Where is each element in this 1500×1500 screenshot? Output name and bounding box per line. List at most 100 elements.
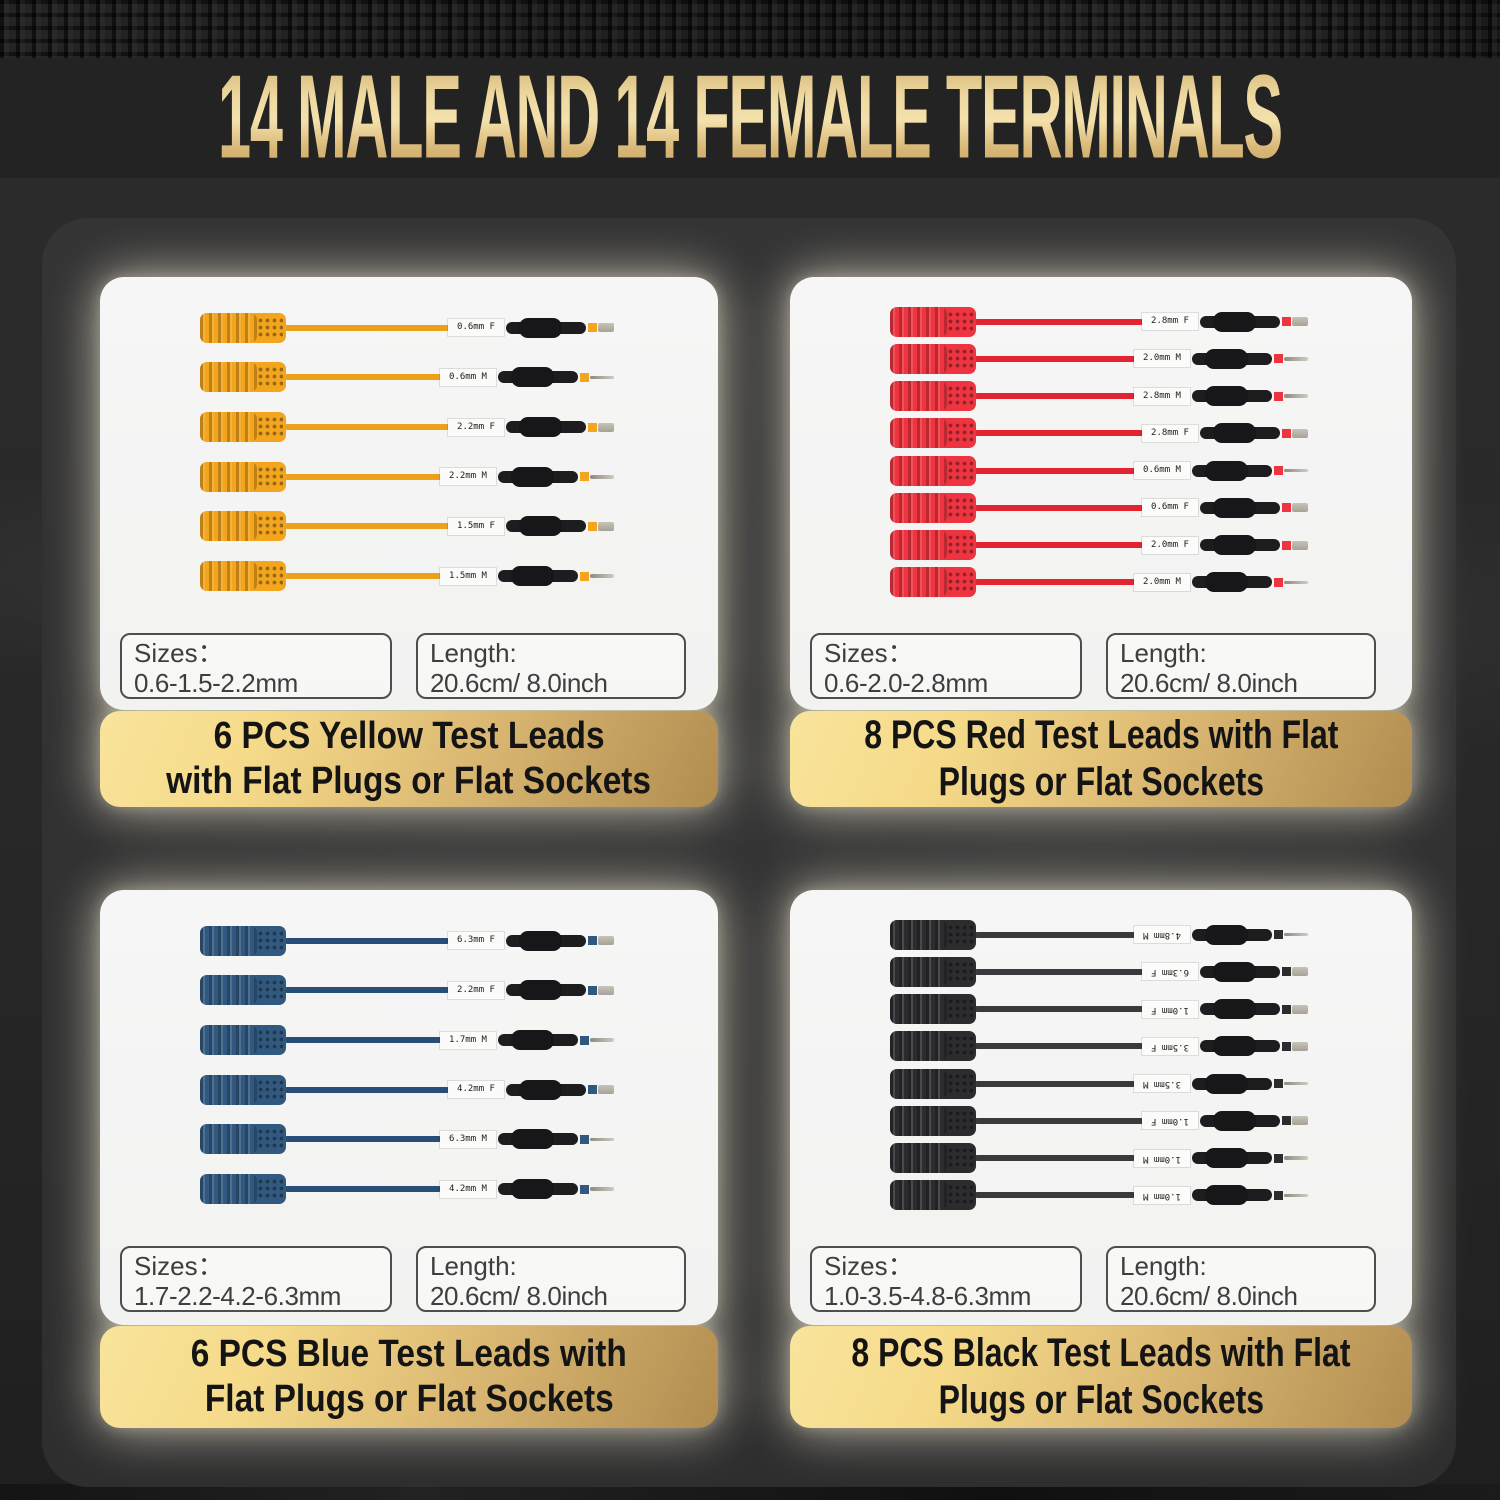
lead-size-label: 6.3mm M bbox=[440, 1130, 496, 1148]
lead-heatshrink-sleeve bbox=[506, 317, 586, 338]
test-lead: 1.5mm F bbox=[200, 511, 614, 542]
test-lead: 4.8mm M bbox=[890, 919, 1308, 950]
lead-heatshrink-sleeve bbox=[1192, 386, 1272, 407]
gold-banner-yellow: 6 PCS Yellow Test Leads with Flat Plugs … bbox=[100, 711, 718, 807]
lead-tip bbox=[1284, 1156, 1308, 1160]
lead-tip bbox=[1284, 1081, 1308, 1086]
lead-group-red: 2.8mm F 2.0mm M 2.8mm M 2.8mm F 0.6mm M 0.6mm… bbox=[890, 303, 1308, 601]
length-label: Length: bbox=[1120, 1251, 1207, 1281]
banner-text: Plugs or Flat Sockets bbox=[938, 760, 1264, 804]
lead-size-label: 2.8mm F bbox=[1142, 424, 1198, 442]
lead-wire bbox=[284, 987, 450, 994]
lead-connector-barrel bbox=[200, 975, 286, 1006]
test-lead: 1.5mm M bbox=[200, 561, 614, 592]
lead-tip bbox=[590, 1137, 614, 1142]
lead-connector-barrel bbox=[890, 956, 976, 987]
sizes-value: 0.6-2.0-2.8mm bbox=[824, 668, 988, 698]
lead-size-label: 2.2mm F bbox=[448, 981, 504, 999]
lead-connector-barrel bbox=[890, 1068, 976, 1099]
lead-group-blue: 6.3mm F 2.2mm F 1.7mm M 4.2mm F 6.3mm M 4.2mm… bbox=[200, 916, 614, 1214]
lead-heatshrink-sleeve bbox=[506, 1079, 586, 1100]
lead-size-label: 2.8mm F bbox=[1142, 313, 1198, 331]
test-lead: 0.6mm F bbox=[200, 312, 614, 343]
lead-heatshrink-sleeve bbox=[1192, 572, 1272, 593]
lead-connector-barrel bbox=[890, 455, 976, 486]
test-lead: 1.0mm F bbox=[890, 994, 1308, 1025]
lead-collar bbox=[580, 1035, 589, 1045]
lead-wire bbox=[284, 1037, 442, 1044]
lead-size-label: 1.0mm M bbox=[1134, 1186, 1190, 1204]
lead-size-label: 0.6mm F bbox=[448, 319, 504, 337]
lead-tip bbox=[590, 375, 614, 380]
title-band: 14 MALE AND 14 FEMALE TERMINALS bbox=[0, 51, 1500, 184]
lead-heatshrink-sleeve bbox=[498, 1129, 578, 1150]
lead-collar bbox=[580, 1134, 589, 1144]
length-box: Length: 20.6cm/ 8.0inch bbox=[1106, 1246, 1376, 1312]
lead-heatshrink-sleeve bbox=[1192, 924, 1272, 945]
lead-collar bbox=[1282, 1004, 1291, 1014]
lead-connector-barrel bbox=[890, 343, 976, 374]
lead-size-label: 1.0mm M bbox=[1134, 1149, 1190, 1167]
lead-wire bbox=[284, 523, 450, 530]
lead-wire bbox=[974, 1192, 1136, 1199]
length-value: 20.6cm/ 8.0inch bbox=[1120, 1281, 1298, 1311]
lead-connector-barrel bbox=[200, 362, 286, 393]
lead-connector-barrel bbox=[200, 461, 286, 492]
lead-connector-barrel bbox=[200, 925, 286, 956]
lead-group-yellow: 0.6mm F 0.6mm M 2.2mm F 2.2mm M 1.5mm F 1.5mm… bbox=[200, 303, 614, 601]
lead-connector-barrel bbox=[890, 919, 976, 950]
length-box: Length: 20.6cm/ 8.0inch bbox=[416, 633, 686, 699]
banner-text: 8 PCS Black Test Leads with Flat bbox=[851, 1331, 1351, 1375]
lead-heatshrink-sleeve bbox=[506, 417, 586, 438]
sizes-box: Sizes： 1.0-3.5-4.8-6.3mm bbox=[810, 1246, 1082, 1312]
length-value: 20.6cm/ 8.0inch bbox=[430, 668, 608, 698]
lead-collar bbox=[588, 1085, 597, 1095]
length-value: 20.6cm/ 8.0inch bbox=[1120, 668, 1298, 698]
lead-wire bbox=[284, 374, 442, 381]
sizes-label: Sizes： bbox=[134, 1251, 224, 1281]
lead-connector-barrel bbox=[200, 1174, 286, 1205]
lead-wire bbox=[974, 1006, 1144, 1013]
lead-size-label: 2.2mm F bbox=[448, 418, 504, 436]
banner-text: 8 PCS Red Test Leads with Flat bbox=[863, 713, 1339, 757]
lead-heatshrink-sleeve bbox=[1200, 999, 1280, 1020]
banner-text: with Flat Plugs or Flat Sockets bbox=[166, 760, 652, 802]
lead-connector-barrel bbox=[200, 312, 286, 343]
lead-connector-barrel bbox=[200, 1124, 286, 1155]
lead-heatshrink-sleeve bbox=[1192, 1185, 1272, 1206]
product-card-black: 4.8mm M 6.3mm F 1.0mm F 3.5mm F 3.5mm M 1.0mm… bbox=[790, 890, 1412, 1428]
lead-collar bbox=[588, 422, 597, 432]
test-lead: 2.0mm F bbox=[890, 530, 1308, 561]
lead-collar bbox=[580, 1184, 589, 1194]
lead-heatshrink-sleeve bbox=[1192, 1148, 1272, 1169]
lead-connector-barrel bbox=[890, 306, 976, 337]
lead-collar bbox=[1282, 540, 1291, 550]
banner-text: 6 PCS Blue Test Leads with bbox=[190, 1333, 628, 1375]
product-card-blue: 6.3mm F 2.2mm F 1.7mm M 4.2mm F 6.3mm M 4.2mm… bbox=[100, 890, 718, 1428]
lead-wire bbox=[974, 504, 1144, 511]
length-value: 20.6cm/ 8.0inch bbox=[430, 1281, 608, 1311]
lead-size-label: 2.8mm M bbox=[1134, 387, 1190, 405]
test-lead: 3.5mm M bbox=[890, 1068, 1308, 1099]
lead-size-label: 3.5mm M bbox=[1134, 1075, 1190, 1093]
background-mesh-strip bbox=[0, 0, 1500, 58]
test-lead: 6.3mm F bbox=[890, 956, 1308, 987]
lead-wire bbox=[974, 1117, 1144, 1124]
lead-tip bbox=[1292, 317, 1308, 327]
lead-connector-barrel bbox=[890, 1031, 976, 1062]
lead-size-label: 0.6mm F bbox=[1142, 499, 1198, 517]
lead-heatshrink-sleeve bbox=[1200, 497, 1280, 518]
test-lead: 0.6mm F bbox=[890, 492, 1308, 523]
lead-collar bbox=[588, 985, 597, 995]
lead-collar bbox=[1274, 354, 1283, 364]
lead-tip bbox=[1292, 503, 1308, 513]
lead-size-label: 4.2mm M bbox=[440, 1180, 496, 1198]
lead-connector-barrel bbox=[200, 412, 286, 443]
lead-collar bbox=[1274, 466, 1283, 476]
test-lead: 2.8mm F bbox=[890, 306, 1308, 337]
sizes-label: Sizes： bbox=[824, 1251, 914, 1281]
lead-tip bbox=[590, 574, 614, 578]
lead-wire bbox=[974, 1043, 1144, 1050]
test-lead: 0.6mm M bbox=[890, 455, 1308, 486]
lead-wire bbox=[974, 393, 1136, 400]
